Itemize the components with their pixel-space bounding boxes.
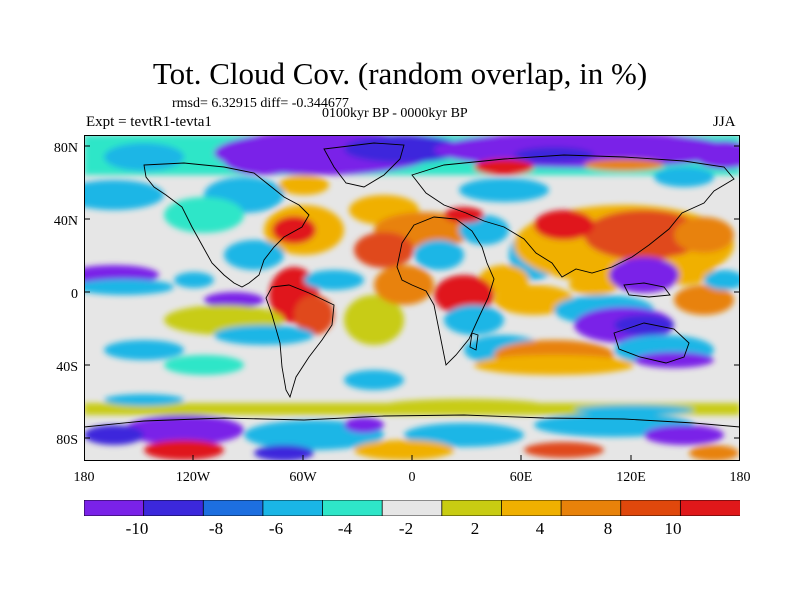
- lon-label-60w: 60W: [289, 470, 317, 485]
- lon-label-120w: 120W: [175, 470, 211, 485]
- colorbar-swatch: [202, 500, 264, 516]
- colorbar-swatch: [501, 500, 562, 516]
- colorbar-label-m6: -6: [268, 519, 284, 538]
- field-shading: [84, 135, 740, 461]
- colorbar-swatch: [143, 500, 205, 516]
- lat-label-80s: 80S: [56, 433, 78, 448]
- stats-text: rmsd= 6.32915 diff= -0.344677: [172, 96, 349, 111]
- colorbar-swatch: [322, 500, 384, 516]
- colorbar-swatch: [560, 500, 622, 516]
- colorbar-label-m2: -2: [398, 519, 414, 538]
- lat-label-0: 0: [71, 287, 78, 302]
- lat-label-40s: 40S: [56, 360, 78, 375]
- colorbar-swatch: [441, 500, 503, 516]
- map-ticks: [84, 145, 740, 461]
- coastlines: [84, 142, 740, 428]
- colorbar-label-4: 4: [535, 519, 545, 538]
- colorbar-swatch: [381, 500, 443, 516]
- colorbar-label-m4: -4: [337, 519, 353, 538]
- lon-label-60e: 60E: [509, 470, 533, 485]
- cloud-cover-map: [84, 135, 740, 461]
- lon-label-120e: 120E: [616, 470, 646, 485]
- colorbar: [84, 500, 740, 516]
- colorbar-swatch: [262, 500, 324, 516]
- lat-label-80n: 80N: [53, 141, 78, 156]
- colorbar-label-2: 2: [470, 519, 480, 538]
- colorbar-label-8: 8: [603, 519, 613, 538]
- colorbar-label-m8: -8: [208, 519, 224, 538]
- colorbar-swatch: [84, 500, 145, 516]
- colorbar-swatch: [620, 500, 682, 516]
- colorbar-label-m10: -10: [125, 519, 149, 538]
- lat-label-40n: 40N: [53, 214, 78, 229]
- colorbar-swatch: [679, 500, 740, 516]
- period-text: 0100kyr BP - 0000kyr BP: [322, 106, 468, 121]
- lon-label-180w: 180: [73, 470, 95, 485]
- experiment-label: Expt = tevtR1-tevta1: [86, 114, 212, 130]
- lon-label-180e: 180: [729, 470, 751, 485]
- lon-label-0: 0: [408, 470, 416, 485]
- colorbar-label-10: 10: [664, 519, 682, 538]
- map-title: Tot. Cloud Cov. (random overlap, in %): [152, 56, 648, 91]
- season-label: JJA: [713, 114, 736, 130]
